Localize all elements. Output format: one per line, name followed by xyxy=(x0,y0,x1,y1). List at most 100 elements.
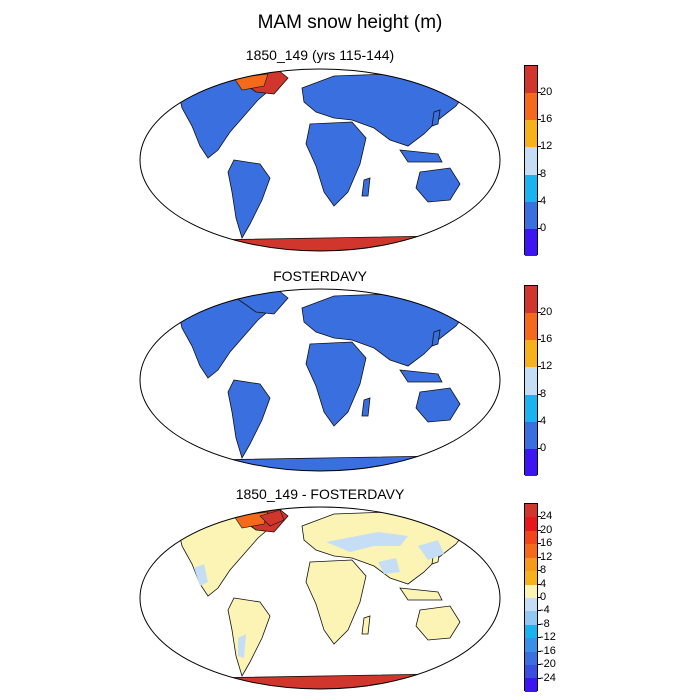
colorbar-1: 20 16 12 8 4 0 xyxy=(524,65,552,256)
continent-indo xyxy=(399,587,443,601)
colorbar-tick xyxy=(538,664,541,666)
continent-nz xyxy=(477,423,487,447)
colorbar-tick xyxy=(538,227,541,229)
continent-sa xyxy=(227,379,271,460)
colorbar-segment xyxy=(525,530,537,545)
colorbar-segment xyxy=(525,611,537,625)
map-2 xyxy=(139,288,501,472)
map-3 xyxy=(139,506,501,690)
colorbar-segment xyxy=(525,584,537,598)
negative-patch-3 xyxy=(238,634,246,658)
colorbar-tick xyxy=(538,420,541,422)
colorbar-tick xyxy=(538,312,541,314)
negative-patch-2 xyxy=(418,540,444,560)
map-panel-1: 20 16 12 8 4 0 xyxy=(0,65,700,256)
colorbar-label: 16 xyxy=(540,537,553,550)
colorbar-segment xyxy=(525,66,537,94)
colorbar-label: 12 xyxy=(540,360,553,373)
continent-aus xyxy=(415,387,461,423)
map-outline xyxy=(139,68,501,252)
colorbar-label: 24 xyxy=(540,510,553,523)
colorbar-segment xyxy=(525,665,537,679)
colorbar-segment xyxy=(525,394,537,422)
colorbar-segment xyxy=(525,557,537,572)
map-1 xyxy=(139,68,501,252)
colorbar-segment xyxy=(525,120,537,148)
colorbar-tick xyxy=(538,92,541,94)
colorbar-label: 16 xyxy=(540,333,553,346)
colorbar-label: 12 xyxy=(540,140,553,153)
colorbar-bar xyxy=(524,285,538,476)
colorbar-label: -8 xyxy=(540,617,550,630)
colorbar-tick xyxy=(538,677,541,679)
colorbar-segment xyxy=(525,638,537,652)
colorbar-segment xyxy=(525,228,537,256)
continent-sa xyxy=(227,159,271,240)
colorbar-label: -12 xyxy=(540,631,556,644)
panel-title-1: 1850_149 (yrs 115-144) xyxy=(245,47,395,63)
continent-mad xyxy=(361,397,371,417)
colorbar-segment xyxy=(525,651,537,666)
map-panel-3: 24 20 16 12 8 4 0 -4 -8 -12 -16 -20 -24 xyxy=(0,503,700,692)
colorbar-label: 4 xyxy=(540,577,547,590)
colorbar-2: 20 16 12 8 4 0 xyxy=(524,285,552,476)
colorbar-label: 4 xyxy=(540,414,547,427)
colorbar-tick xyxy=(538,339,541,341)
colorbar-label: 4 xyxy=(540,194,547,207)
continent-afr xyxy=(305,341,367,427)
continent-japan xyxy=(431,329,441,347)
negative-patch-1 xyxy=(326,532,408,552)
colorbar-label: -16 xyxy=(540,644,556,657)
continent-mad xyxy=(361,177,371,197)
greenland-positive xyxy=(259,509,285,527)
colorbar-segment xyxy=(525,678,537,692)
colorbar-segment xyxy=(525,504,537,518)
colorbar-tick xyxy=(538,637,541,639)
map-panel-2: 20 16 12 8 4 0 xyxy=(0,285,700,476)
negative-patch-0 xyxy=(194,564,208,586)
colorbar-segment xyxy=(525,448,537,476)
continent-afr xyxy=(305,121,367,207)
colorbar-tick xyxy=(538,597,541,598)
colorbar-tick xyxy=(538,623,541,625)
colorbar-segment xyxy=(525,93,537,121)
colorbar-label: 12 xyxy=(540,550,553,563)
continent-indo xyxy=(399,369,443,383)
colorbar-bar xyxy=(524,65,538,256)
continent-mad xyxy=(361,615,371,635)
colorbar-tick xyxy=(538,529,541,531)
continent-indo xyxy=(399,149,443,163)
colorbar-3: 24 20 16 12 8 4 0 -4 -8 -12 -16 -20 -24 xyxy=(524,503,556,692)
colorbar-label: 0 xyxy=(540,441,547,454)
main-title: MAM snow height (m) xyxy=(257,12,443,33)
colorbar-label: 8 xyxy=(540,167,547,180)
colorbar-label: -4 xyxy=(540,604,550,617)
colorbar-label: 20 xyxy=(540,86,553,99)
colorbar-segment xyxy=(525,421,537,449)
negative-patch-4 xyxy=(378,558,400,574)
continent-aus xyxy=(415,167,461,203)
colorbar-segment xyxy=(525,174,537,202)
colorbar-label: 20 xyxy=(540,306,553,319)
colorbar-segment xyxy=(525,367,537,395)
colorbar-tick xyxy=(538,570,541,572)
continent-nz xyxy=(477,203,487,227)
colorbar-tick xyxy=(538,556,541,558)
colorbar-label: -20 xyxy=(540,658,556,671)
colorbar-label: 20 xyxy=(540,523,553,536)
colorbar-tick xyxy=(538,610,541,612)
colorbar-tick xyxy=(538,173,541,175)
colorbar-tick xyxy=(538,366,541,368)
continent-afr xyxy=(305,559,367,645)
colorbar-tick xyxy=(538,543,541,545)
colorbar-segment xyxy=(525,597,537,612)
continent-sa xyxy=(227,597,271,678)
panel-title-2: FOSTERDAVY xyxy=(273,268,367,284)
colorbar-segment xyxy=(525,313,537,341)
colorbar-segment xyxy=(525,201,537,229)
colorbar-segment xyxy=(525,340,537,368)
colorbar-tick xyxy=(538,583,541,585)
colorbar-tick xyxy=(538,393,541,395)
map-outline xyxy=(139,506,501,690)
continent-japan xyxy=(431,109,441,127)
